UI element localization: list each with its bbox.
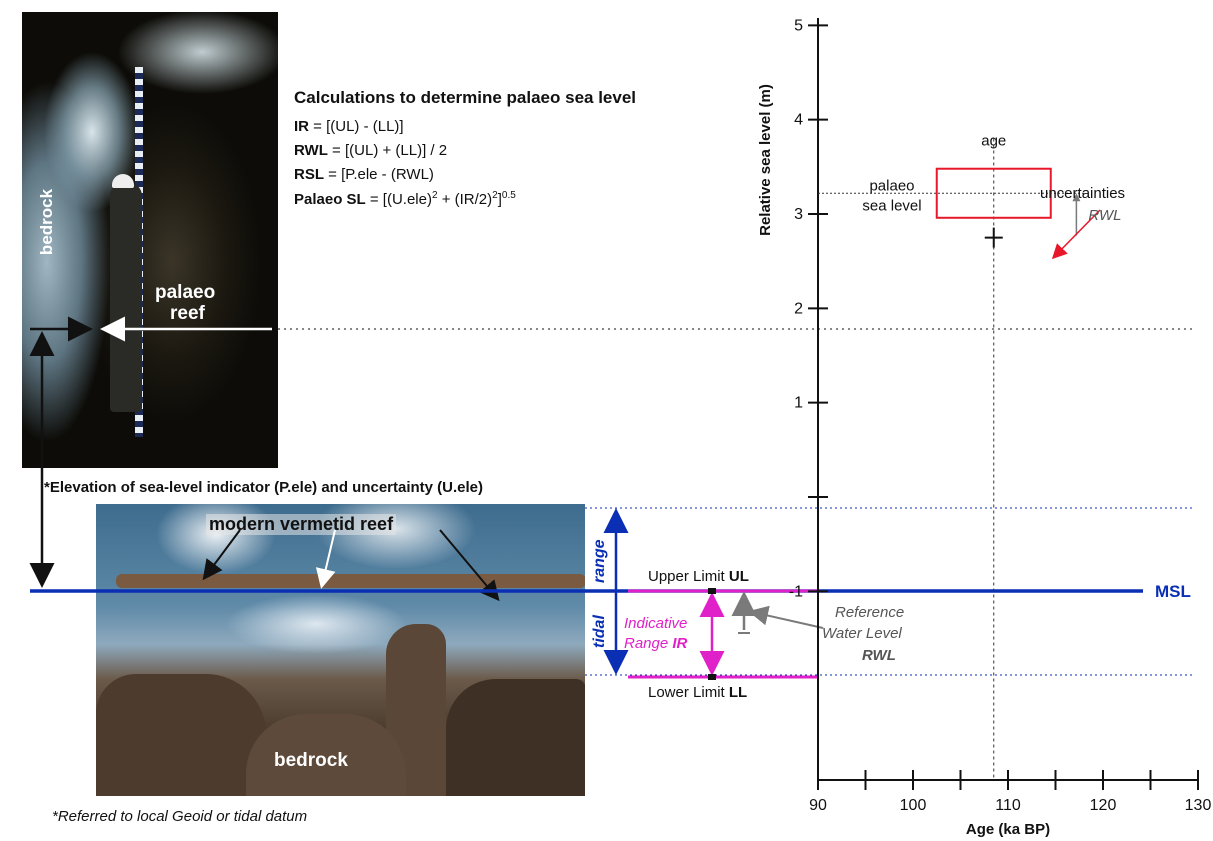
water-level-label: Water Level: [822, 625, 902, 642]
sea-photo: modern vermetid reef bedrock: [96, 504, 585, 796]
cave-photo: bedrock palaeo reef: [22, 12, 278, 468]
uncertainty-box: [935, 167, 1052, 219]
y-tick-group: -1123456: [789, 17, 828, 600]
calc-psl-sup1: 2: [431, 190, 438, 201]
upper-limit-label: Upper Limit UL: [648, 568, 749, 585]
upper-limit-abbr: UL: [729, 568, 749, 585]
lower-limit-label: Lower Limit LL: [648, 684, 747, 701]
palaeo-sea-level-label-2: sea level: [862, 197, 921, 214]
upper-limit-marker: [708, 588, 716, 594]
person-silhouette: [110, 182, 142, 412]
calc-palaeo-sl: Palaeo SL = [(U.ele)2 + (IR/2)2]0.5: [294, 190, 516, 208]
elevation-caption: *Elevation of sea-level indicator (P.ele…: [44, 479, 484, 496]
y-tick-label: 5: [794, 17, 803, 34]
calc-psl-sup2: 2: [492, 190, 498, 201]
y-tick-label: 1: [794, 395, 803, 412]
range-ir-prefix: Range: [624, 635, 672, 652]
modern-vermetid-reef-label: modern vermetid reef: [206, 514, 397, 535]
calc-psl-a: = [(U.ele): [365, 191, 432, 208]
calc-rsl-label: RSL: [294, 166, 324, 183]
rock-right: [446, 679, 585, 796]
x-tick-label: 130: [1185, 797, 1212, 814]
upper-limit-prefix: Upper Limit: [648, 568, 729, 585]
rock-center: [246, 714, 406, 796]
x-tick-label: 110: [995, 797, 1021, 814]
palaeo-reef-label-2: reef: [170, 303, 205, 324]
range-ir-abbr: IR: [672, 635, 687, 652]
lower-limit-prefix: Lower Limit: [648, 684, 729, 701]
y-tick-label: 4: [794, 112, 803, 129]
x-tick-label: 90: [809, 797, 827, 814]
x-tick-label: 120: [1090, 797, 1117, 814]
reef-arrow-3: [439, 529, 500, 602]
calc-psl-sup3: 0.5: [501, 190, 516, 201]
palaeo-reef-label-1: palaeo: [155, 282, 216, 303]
x-tick-group: 90 100 110 120 130: [809, 770, 1211, 814]
calc-rsl-formula: = [P.ele - (RWL): [324, 166, 434, 183]
calc-ir-label: IR: [294, 118, 309, 135]
tidal-label: tidal: [591, 615, 608, 648]
uncertainties-arrow: [1051, 209, 1101, 260]
reef-arrow-2: [315, 529, 336, 589]
y-tick-label: 3: [794, 206, 803, 223]
reef-arrow-1: [202, 529, 241, 581]
rwl-bold-label: RWL: [862, 647, 896, 664]
calc-psl-label: Palaeo SL: [294, 191, 366, 208]
chart-rwl-label: RWL: [1088, 207, 1121, 224]
sea-bedrock-label: bedrock: [274, 750, 348, 771]
y-axis-label: Relative sea level (m): [757, 84, 774, 236]
calc-ir-formula: = [(UL) - (LL)]: [309, 118, 404, 135]
chart-marks: [818, 138, 1084, 780]
x-tick-label: 100: [900, 797, 927, 814]
calc-rwl-formula: = [(UL) + (LL)] / 2: [327, 142, 448, 159]
msl-label: MSL: [1155, 582, 1191, 601]
lower-limit-abbr: LL: [729, 684, 747, 701]
age-label: age: [981, 132, 1006, 149]
footnote: *Referred to local Geoid or tidal datum: [52, 808, 308, 825]
helmet: [112, 174, 134, 188]
uncertainties-label: uncertainties: [1040, 185, 1125, 202]
y-tick-label: -1: [789, 583, 803, 600]
calc-ir: IR = [(UL) - (LL)]: [294, 118, 404, 135]
rwl-pointer-arrow: [748, 605, 824, 629]
calc-rwl: RWL = [(UL) + (LL)] / 2: [294, 142, 447, 159]
calc-title: Calculations to determine palaeo sea lev…: [294, 88, 637, 107]
range-label: range: [591, 539, 608, 583]
range-ir-label: Range IR: [624, 635, 688, 652]
palaeo-sea-level-label-1: palaeo: [869, 177, 914, 194]
y-tick-label: 2: [794, 300, 803, 317]
rock-left: [96, 674, 266, 796]
calc-psl-b: + (IR/2): [437, 191, 493, 208]
vermetid-reef-band: [116, 574, 585, 588]
indicative-label: Indicative: [624, 615, 687, 632]
calc-rwl-label: RWL: [294, 142, 328, 159]
calc-psl-c: ]: [497, 191, 502, 208]
lower-limit-marker: [708, 674, 716, 680]
chart-rwl-arrowhead: [1072, 193, 1081, 202]
reference-label: Reference: [835, 604, 904, 621]
x-axis-label: Age (ka BP): [966, 821, 1050, 838]
calc-rsl: RSL = [P.ele - (RWL): [294, 166, 434, 183]
